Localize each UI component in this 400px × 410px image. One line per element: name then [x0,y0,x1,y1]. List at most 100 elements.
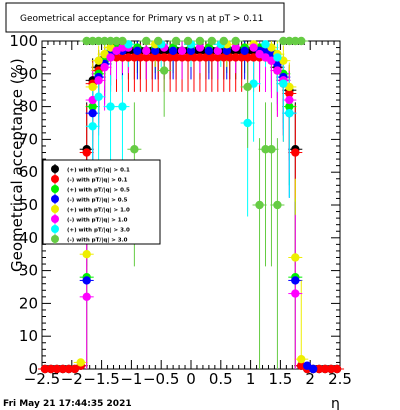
data-point-5 [291,253,300,262]
y-tick-label: 20 [19,294,38,312]
x-tick-label: 1 [246,370,256,388]
data-point-4 [133,46,142,56]
data-point-2 [332,364,342,374]
data-point-8 [82,36,91,46]
data-point-2 [314,364,324,374]
y-axis-title: Geometrical acceptance (%) [8,58,26,272]
data-point-2 [243,53,252,62]
data-point-4 [222,46,231,56]
data-point-8 [142,36,151,46]
data-point-7 [106,102,115,111]
data-point-8 [243,82,252,92]
data-point-8 [183,36,193,46]
timestamp: Fri May 21 17:44:35 2021 [3,399,132,409]
data-point-4 [308,364,318,374]
data-point-8 [171,36,181,46]
data-point-4 [88,108,97,118]
data-point-2 [195,53,205,62]
legend-label: (+) with pT/|q| > 3.0 [67,228,130,234]
legend-label: (+) with pT/|q| > 0.1 [67,168,130,174]
data-point-3 [285,102,294,111]
axis-ticks: −2.5 −2 −1.5 −1 −0.5 0 0.5 1 1.5 2 2.5 0 10 20 30 40 50 6… [9,32,352,388]
title-box: Geometrical acceptance for Primary vs η … [5,2,285,33]
data-point-2 [46,364,56,374]
legend-label: (+) with pT/|q| > 1.0 [67,208,130,214]
data-point-6 [231,43,240,52]
data-point-7 [243,118,252,128]
data-point-4 [186,46,196,56]
data-points [40,36,342,374]
data-point-2 [320,364,330,374]
data-point-4 [291,276,300,285]
legend: (+) with pT/|q| > 0.1 (-) with pT/|q| > 0… [42,159,161,245]
data-point-5 [88,82,97,92]
data-point-7 [279,79,288,88]
data-point-2 [159,53,169,62]
data-point-8 [207,36,217,46]
x-tick-label: −2 [61,370,83,388]
data-point-2 [64,364,74,374]
x-tick-label: −1.5 [83,370,119,388]
data-point-2 [154,53,163,62]
data-point-8 [106,36,115,46]
data-point-2 [82,148,91,157]
data-point-6 [213,46,223,56]
data-point-5 [82,250,91,259]
legend-label: (-) with pT/|q| > 0.1 [67,178,128,184]
data-point-8 [231,36,240,46]
data-point-6 [195,43,205,52]
x-tick-label: 0.5 [209,370,233,388]
data-point-2 [237,53,246,62]
data-point-8 [94,36,103,46]
data-point-7 [285,108,294,118]
data-point-2 [285,89,294,98]
data-point-2 [201,53,211,62]
data-point-7 [118,102,127,111]
y-tick-label: 80 [19,98,38,116]
y-tick-label: 60 [19,163,38,181]
data-point-2 [183,53,193,62]
data-point-8 [255,200,264,210]
data-point-8 [100,36,109,46]
legend-label: (-) with pT/|q| > 1.0 [67,218,128,224]
y-tick-label: 100 [9,32,38,50]
data-point-8 [88,36,97,46]
data-point-2 [58,364,68,374]
data-point-2 [136,53,145,62]
data-point-2 [177,53,187,62]
data-point-5 [297,354,306,364]
data-point-6 [100,63,109,72]
data-point-5 [94,56,103,65]
y-tick-label: 30 [19,262,38,280]
data-point-8 [279,36,288,46]
x-axis-title: η [331,396,340,410]
data-point-2 [207,53,217,62]
y-tick-label: 70 [19,130,38,148]
data-point-8 [273,200,282,210]
data-point-8 [219,36,228,46]
data-point-7 [273,53,282,62]
data-point-6 [106,53,115,62]
data-point-5 [76,358,85,367]
data-point-8 [267,145,276,154]
data-point-2 [52,364,62,374]
legend-label: (-) with pT/|q| > 3.0 [67,238,128,244]
data-point-6 [82,292,91,302]
legend-label: (+) with pT/|q| > 0.5 [67,188,130,194]
data-point-6 [177,46,187,56]
data-point-2 [130,53,139,62]
data-point-8 [291,36,300,46]
y-tick-label: 0 [28,360,38,378]
data-point-8 [154,36,163,46]
data-point-4 [240,46,249,56]
y-tick-label: 90 [19,65,38,83]
data-point-8 [297,36,306,46]
data-point-7 [88,122,97,131]
data-point-4 [204,46,214,56]
data-point-7 [261,40,270,49]
legend-label: (-) with pT/|q| > 0.5 [67,198,128,204]
data-point-2 [231,53,240,62]
data-point-8 [195,36,205,46]
data-point-8 [285,36,294,46]
data-point-6 [291,289,300,298]
